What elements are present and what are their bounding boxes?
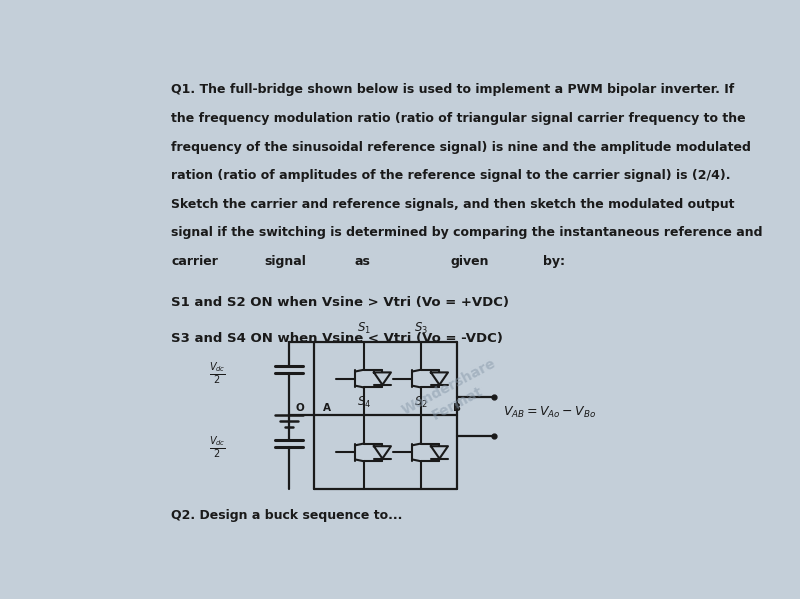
Text: $V_{AB}=V_{Ao}-V_{Bo}$: $V_{AB}=V_{Ao}-V_{Bo}$ — [503, 404, 596, 419]
Text: A: A — [323, 403, 331, 413]
Text: frequency of the sinusoidal reference signal) is nine and the amplitude modulate: frequency of the sinusoidal reference si… — [171, 141, 751, 153]
Text: Sketch the carrier and reference signals, and then sketch the modulated output: Sketch the carrier and reference signals… — [171, 198, 734, 211]
Text: Q2. Design a buck sequence to...: Q2. Design a buck sequence to... — [171, 509, 402, 522]
Text: $S_2$: $S_2$ — [414, 394, 428, 410]
Text: $\frac{V_{dc}}{2}$: $\frac{V_{dc}}{2}$ — [210, 435, 226, 461]
Text: signal: signal — [264, 255, 306, 268]
Text: B: B — [454, 403, 462, 413]
Text: $S_3$: $S_3$ — [414, 320, 428, 335]
Text: S3 and S4 ON when Vsine < Vtri (Vo = -VDC): S3 and S4 ON when Vsine < Vtri (Vo = -VD… — [171, 332, 503, 345]
Text: S1 and S2 ON when Vsine > Vtri (Vo = +VDC): S1 and S2 ON when Vsine > Vtri (Vo = +VD… — [171, 297, 510, 310]
Text: Wondershare
Fermat: Wondershare Fermat — [400, 356, 507, 434]
Text: Q1. The full-bridge shown below is used to implement a PWM bipolar inverter. If: Q1. The full-bridge shown below is used … — [171, 83, 734, 96]
Text: $S_4$: $S_4$ — [357, 394, 371, 410]
Text: $\frac{V_{dc}}{2}$: $\frac{V_{dc}}{2}$ — [210, 361, 226, 387]
Text: signal if the switching is determined by comparing the instantaneous reference a: signal if the switching is determined by… — [171, 226, 763, 240]
Text: O: O — [295, 403, 304, 413]
Text: the frequency modulation ratio (ratio of triangular signal carrier frequency to : the frequency modulation ratio (ratio of… — [171, 112, 746, 125]
Text: $S_1$: $S_1$ — [357, 320, 370, 335]
Text: as: as — [354, 255, 370, 268]
Text: carrier: carrier — [171, 255, 218, 268]
Text: given: given — [450, 255, 489, 268]
Text: by:: by: — [543, 255, 566, 268]
Text: ration (ratio of amplitudes of the reference signal to the carrier signal) is (2: ration (ratio of amplitudes of the refer… — [171, 169, 731, 182]
